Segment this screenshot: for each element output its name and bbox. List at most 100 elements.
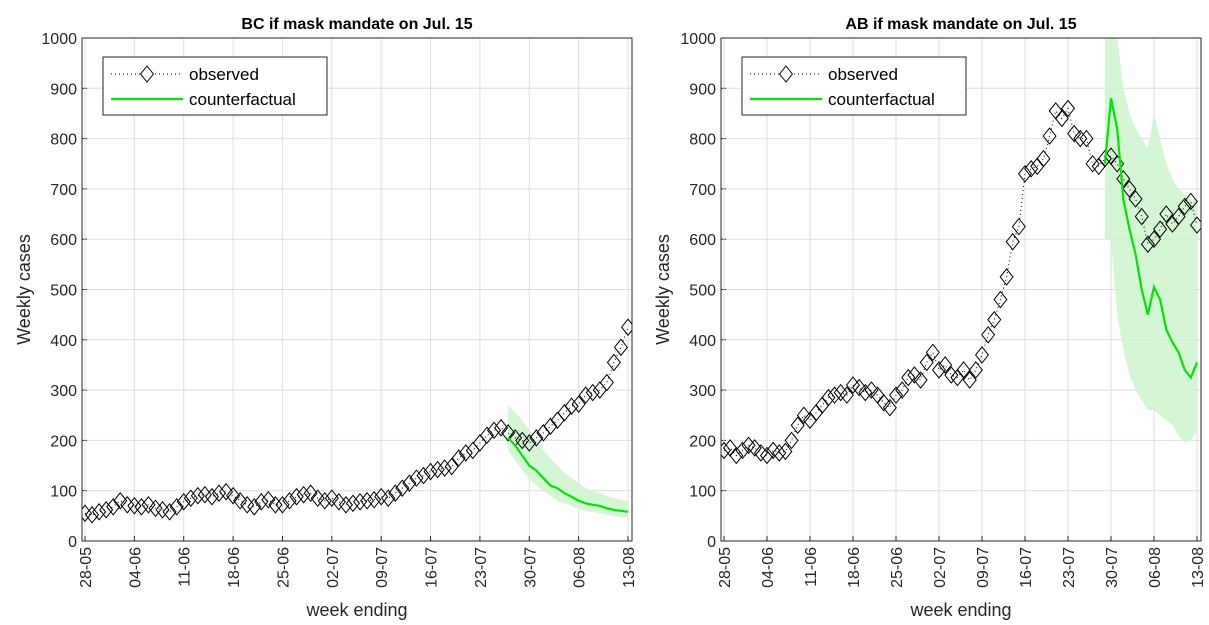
diamond-marker [1054,109,1069,128]
diamond-marker [218,482,234,501]
diamond-marker [402,474,417,492]
legend-box [741,56,967,116]
x-tick-label: 11-06 [803,547,820,587]
y-tick-label: 600 [689,232,716,249]
diamond-marker [331,492,346,511]
diamond-marker [360,491,375,510]
diamond-marker [134,497,149,516]
diamond-marker [494,419,509,437]
diamond-marker [571,395,586,413]
diamond-marker [127,496,142,515]
diamond-marker [931,361,947,379]
y-tick-label: 300 [689,383,716,400]
diamond-marker [289,487,304,506]
diamond-marker [747,439,762,457]
diamond-marker [522,434,537,452]
diamond-marker [1067,124,1082,143]
diamond-marker [1079,129,1094,148]
legend-label: observed [189,65,259,84]
diamond-marker [913,371,928,389]
y-tick-label: 500 [689,283,716,300]
diamond-marker [226,486,241,505]
x-tick-label: 09-07 [975,547,992,588]
y-tick-label: 900 [50,81,77,98]
y-axis-label: Weekly cases [14,234,34,345]
legend-marker [139,65,155,83]
diamond-marker [113,491,128,510]
chart-title: AB if mask mandate on Jul. 15 [845,16,1076,33]
x-tick-label: 25-06 [889,547,906,588]
diamond-marker [1159,205,1174,223]
diamond-marker [1017,165,1033,183]
diamond-marker [416,466,431,485]
diamond-marker [901,368,916,387]
diamond-marker [778,442,793,461]
x-tick-label: 04-06 [127,547,144,588]
diamond-marker [1122,180,1137,198]
diamond-marker [352,492,368,511]
x-axis-label: week ending [909,600,1011,620]
x-tick-label: 30-07 [1104,547,1121,588]
axes-box [720,37,1202,542]
diamond-marker [956,361,971,379]
diamond-marker [772,444,787,462]
diamond-marker [338,495,353,514]
diamond-marker [852,378,867,397]
y-tick-label: 400 [50,333,77,350]
diamond-marker [303,484,318,503]
diamond-marker [907,366,922,384]
diamond-marker [444,457,459,476]
y-tick-label: 100 [689,484,716,501]
x-tick-label: 18-06 [846,547,863,588]
diamond-marker [395,479,410,497]
diamond-marker [543,417,558,436]
y-tick-label: 600 [50,232,77,249]
counterfactual-line [507,437,629,513]
diamond-marker [721,441,732,460]
diamond-marker [1011,217,1026,236]
diamond-marker [254,492,269,511]
x-tick-label: 02-07 [932,547,949,588]
diamond-marker [1153,220,1168,238]
diamond-marker [919,353,934,372]
y-tick-label: 0 [68,534,77,551]
y-tick-label: 0 [707,534,716,551]
legend-box [102,56,328,116]
diamond-marker [176,492,191,511]
x-tick-label: 23-07 [473,547,490,588]
diamond-marker [1042,127,1057,145]
diamond-marker [1036,149,1051,168]
diamond-marker [790,416,805,435]
diamond-marker [585,383,600,402]
diamond-marker [938,356,953,374]
diamond-marker [599,373,614,392]
diamond-marker [486,421,502,440]
diamond-marker [784,431,799,450]
diamond-marker [729,446,744,465]
diamond-marker [962,371,977,389]
diamond-marker [296,485,311,504]
diamond-marker [141,495,156,514]
x-tick-label: 09-07 [374,547,391,588]
y-tick-label: 200 [689,433,716,450]
chart-title: BC if mask mandate on Jul. 15 [241,16,472,33]
y-tick-label: 300 [50,383,77,400]
legend-label: counterfactual [828,90,935,109]
diamond-marker [1189,216,1201,234]
x-tick-label: 23-07 [1061,547,1078,588]
diamond-marker [858,383,873,402]
diamond-marker [261,490,276,509]
diamond-marker [925,343,940,362]
diamond-marker [1073,129,1088,148]
axes-box [81,37,633,542]
diamond-marker [839,386,854,404]
diamond-marker [529,429,544,447]
y-tick-label: 1000 [41,31,77,48]
counterfactual-line [1103,98,1199,380]
y-axis-label: Weekly cases [653,234,673,345]
diamond-marker [324,489,339,508]
diamond-marker [564,397,579,415]
x-tick-label: 11-06 [177,547,194,587]
diamond-marker [895,381,910,399]
diamond-marker [1134,207,1149,226]
